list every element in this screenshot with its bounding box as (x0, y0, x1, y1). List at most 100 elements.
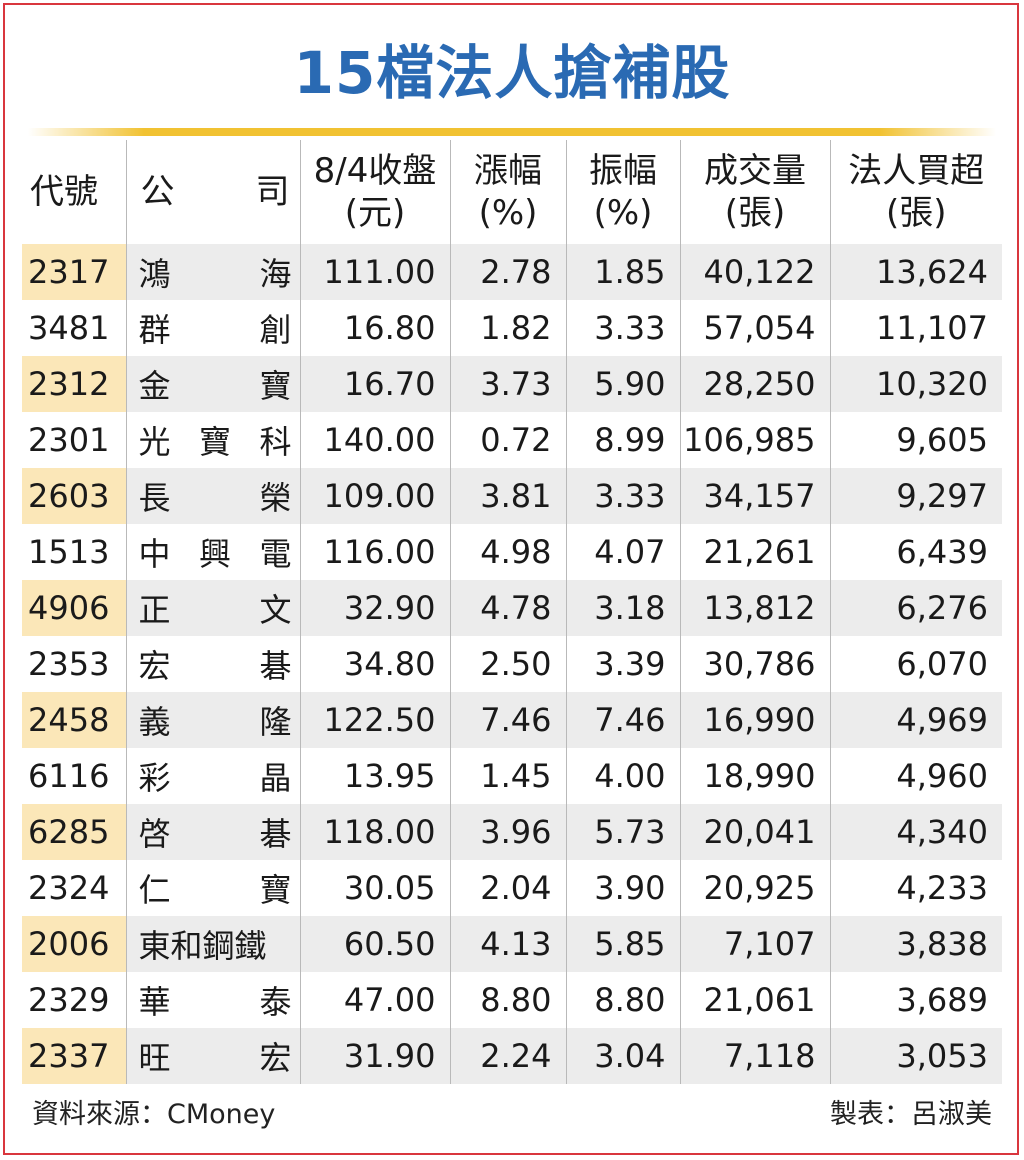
close-price: 16.80 (299, 300, 450, 356)
trade-volume: 18,990 (679, 748, 830, 804)
company-name-char: 長 (138, 479, 171, 517)
stock-code: 2301 (28, 421, 110, 459)
close-price: 16.70 (299, 356, 450, 412)
table-row: 2603 長榮 109.00 3.81 3.33 34,157 9,297 (22, 468, 1002, 524)
company-name: 義隆 (125, 692, 300, 748)
table-row: 2329 華泰 47.00 8.80 8.80 21,061 3,689 (22, 972, 1002, 1028)
change-percent: 3.73 (449, 356, 566, 412)
institutional-net-buy: 3,838 (829, 916, 1002, 972)
change-percent: 2.78 (449, 244, 566, 300)
institutional-net-buy: 4,233 (829, 860, 1002, 916)
company-name-char: 群 (138, 311, 171, 349)
company-name-char: 光 (138, 423, 171, 461)
company-name-char: 寶 (259, 367, 292, 405)
company-name-char: 碁 (259, 815, 292, 853)
company-name-char: 寶 (259, 871, 292, 909)
institutional-net-buy: 11,107 (829, 300, 1002, 356)
institutional-net-buy: 4,340 (829, 804, 1002, 860)
change-percent: 2.50 (449, 636, 566, 692)
institutional-net-buy: 9,297 (829, 468, 1002, 524)
table-row: 2317 鴻海 111.00 2.78 1.85 40,122 13,624 (22, 244, 1002, 300)
change-percent: 7.46 (449, 692, 566, 748)
stock-code: 6285 (22, 804, 126, 860)
table-row: 4906 正文 32.90 4.78 3.18 13,812 6,276 (22, 580, 1002, 636)
company-name-char: 華 (138, 983, 171, 1021)
header-row: 代號 公 司 8/4收盤 (元) 漲幅 (%) 振幅 (%) 成交量 (22, 140, 1002, 244)
company-name-char: 電 (259, 535, 292, 573)
company-name: 華泰 (125, 972, 300, 1028)
close-price: 122.50 (299, 692, 450, 748)
stock-code: 2329 (28, 981, 110, 1019)
amplitude-percent: 8.80 (565, 972, 680, 1028)
change-percent: 3.96 (449, 804, 566, 860)
outer-frame (3, 3, 1019, 1155)
institutional-net-buy: 6,276 (829, 580, 1002, 636)
company-name: 啓碁 (125, 804, 300, 860)
amplitude-percent: 4.00 (565, 748, 680, 804)
company-name: 金寶 (125, 356, 300, 412)
stock-code: 2603 (22, 468, 126, 524)
company-name-char: 旺 (138, 1039, 171, 1077)
change-percent: 2.24 (449, 1028, 566, 1084)
change-percent: 4.98 (449, 524, 566, 580)
header-change: 漲幅 (%) (449, 140, 566, 244)
stock-code: 2317 (22, 244, 126, 300)
amplitude-percent: 3.33 (565, 468, 680, 524)
stock-code: 6116 (28, 757, 110, 795)
trade-volume: 20,925 (679, 860, 830, 916)
company-name: 彩晶 (125, 748, 300, 804)
author-note: 製表：呂淑美 (830, 1099, 992, 1130)
company-name-char: 碁 (259, 647, 292, 685)
trade-volume: 21,061 (679, 972, 830, 1028)
company-name-char: 彩 (138, 759, 171, 797)
institutional-net-buy: 10,320 (829, 356, 1002, 412)
trade-volume: 57,054 (679, 300, 830, 356)
company-name-char: 金 (138, 367, 171, 405)
company-name-char: 文 (259, 591, 292, 629)
company-name: 光寶科 (125, 412, 300, 468)
company-name-char: 義 (138, 703, 171, 741)
company-name: 旺宏 (125, 1028, 300, 1084)
table-row: 2301 光寶科 140.00 0.72 8.99 106,985 9,605 (22, 412, 1002, 468)
change-percent: 4.13 (449, 916, 566, 972)
stock-code: 2458 (22, 692, 126, 748)
stock-code: 2337 (22, 1028, 126, 1084)
table-row: 3481 群創 16.80 1.82 3.33 57,054 11,107 (22, 300, 1002, 356)
trade-volume: 7,118 (679, 1028, 830, 1084)
trade-volume: 40,122 (679, 244, 830, 300)
trade-volume: 30,786 (679, 636, 830, 692)
table-row: 2458 義隆 122.50 7.46 7.46 16,990 4,969 (22, 692, 1002, 748)
institutional-net-buy: 6,439 (829, 524, 1002, 580)
close-price: 60.50 (299, 916, 450, 972)
company-name-char: 寶 (198, 423, 231, 461)
company-name-char: 創 (259, 311, 292, 349)
change-percent: 3.81 (449, 468, 566, 524)
stock-table: 代號 公 司 8/4收盤 (元) 漲幅 (%) 振幅 (%) 成交量 (22, 140, 1002, 1084)
header-net-buy: 法人買超 (張) (829, 140, 1002, 244)
trade-volume: 20,041 (679, 804, 830, 860)
table-row: 6116 彩晶 13.95 1.45 4.00 18,990 4,960 (22, 748, 1002, 804)
close-price: 30.05 (299, 860, 450, 916)
table-row: 2353 宏碁 34.80 2.50 3.39 30,786 6,070 (22, 636, 1002, 692)
change-percent: 1.82 (449, 300, 566, 356)
company-name-char: 興 (198, 535, 231, 573)
institutional-net-buy: 3,689 (829, 972, 1002, 1028)
close-price: 140.00 (299, 412, 450, 468)
header-close: 8/4收盤 (元) (299, 140, 450, 244)
trade-volume: 21,261 (679, 524, 830, 580)
company-name-char: 正 (138, 591, 171, 629)
table-row: 6285 啓碁 118.00 3.96 5.73 20,041 4,340 (22, 804, 1002, 860)
company-name: 長榮 (125, 468, 300, 524)
institutional-net-buy: 13,624 (829, 244, 1002, 300)
stock-code: 2312 (22, 356, 126, 412)
table-row: 2312 金寶 16.70 3.73 5.90 28,250 10,320 (22, 356, 1002, 412)
table-row: 1513 中興電 116.00 4.98 4.07 21,261 6,439 (22, 524, 1002, 580)
stock-code: 4906 (22, 580, 126, 636)
amplitude-percent: 3.39 (565, 636, 680, 692)
amplitude-percent: 5.73 (565, 804, 680, 860)
institutional-net-buy: 9,605 (829, 412, 1002, 468)
stock-code: 1513 (28, 533, 110, 571)
change-percent: 0.72 (449, 412, 566, 468)
trade-volume: 16,990 (679, 692, 830, 748)
company-name: 仁寶 (125, 860, 300, 916)
